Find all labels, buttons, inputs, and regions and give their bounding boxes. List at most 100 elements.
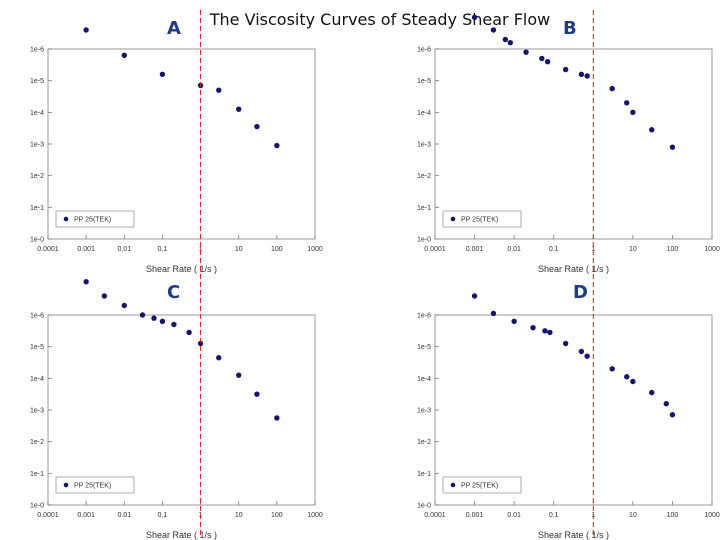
y-tick-label-b: 1e-5	[417, 78, 431, 85]
data-point-b	[584, 73, 590, 79]
data-point-c	[83, 279, 89, 285]
data-point-b	[609, 85, 615, 92]
y-tick-label-b: 1e-6	[417, 47, 431, 54]
y-tick-label-c: 1e-3	[30, 408, 44, 415]
y-tick-label-d: 1e-4	[417, 376, 431, 383]
data-point-a	[121, 52, 127, 59]
x-tick-label-a: 0.0001	[37, 246, 59, 253]
data-point-c	[159, 318, 166, 325]
x-tick-label-d: 0.01	[507, 512, 521, 519]
legend-marker-a	[63, 216, 69, 222]
data-point-c	[101, 293, 108, 299]
data-point-d	[578, 348, 585, 355]
x-tick-label-b: 0.01	[507, 246, 521, 253]
data-point-d	[562, 340, 569, 347]
x-tick-label-b: 1000	[704, 246, 720, 253]
y-tick-label-a: 1e-2	[30, 173, 44, 180]
x-tick-label-c: 0.0001	[37, 512, 59, 519]
x-axis-label-c: Shear Rate ( 1/s )	[146, 530, 217, 540]
plot-frame-b	[434, 48, 713, 240]
data-point-d	[490, 310, 497, 317]
data-point-d	[669, 412, 676, 418]
data-point-d	[530, 324, 536, 331]
legend-marker-b	[450, 216, 456, 222]
legend-d: PP 25(TEK)	[442, 476, 522, 494]
data-point-c	[186, 329, 192, 336]
panel-letter-d: D	[573, 282, 588, 303]
legend-box-d	[442, 476, 522, 494]
legend-label-b: PP 25(TEK)	[461, 217, 498, 224]
x-tick-label-d: 0.0001	[424, 512, 446, 519]
y-tick-label-d: 1e-6	[417, 313, 431, 320]
data-point-b	[471, 14, 478, 21]
data-point-b	[562, 66, 569, 73]
data-point-a	[83, 27, 89, 33]
legend-marker-c	[63, 482, 69, 488]
y-tick-label-c: 1e-5	[30, 344, 44, 351]
plot-frame-d	[434, 314, 713, 506]
data-point-b	[630, 109, 636, 116]
legend-box-c	[55, 476, 135, 494]
data-point-b	[544, 58, 551, 65]
x-tick-label-a: 0.01	[117, 246, 131, 253]
y-tick-label-b: 1e-2	[417, 173, 431, 180]
x-tick-label-a: 10	[235, 246, 243, 253]
y-tick-label-c: 1e-2	[30, 439, 44, 446]
chart-c: 1e-6 1e-5 1e-4 1e-3 1e-2 1e-1 1e-0 0.0001 0.001 0…	[30, 279, 323, 540]
data-point-c	[197, 340, 204, 347]
data-point-c	[254, 391, 260, 397]
x-tick-label-a: 1	[199, 246, 203, 253]
legend-box-b	[442, 210, 522, 228]
data-point-a	[216, 87, 222, 93]
x-axis-label-a: Shear Rate ( 1/s )	[146, 264, 217, 274]
y-tick-label-c: 1e-0	[30, 503, 44, 510]
x-tick-label-a: 0.1	[158, 246, 168, 253]
data-point-b	[539, 55, 545, 62]
data-point-c	[236, 372, 242, 378]
data-point-d	[471, 293, 478, 299]
x-tick-label-d: 0.1	[549, 512, 559, 519]
data-point-c	[139, 312, 146, 318]
y-tick-label-c: 1e-6	[30, 313, 44, 320]
x-tick-label-b: 0.001	[466, 246, 484, 253]
x-tick-label-c: 10	[235, 512, 243, 519]
data-point-a	[254, 123, 260, 130]
x-tick-label-a: 0.001	[77, 246, 95, 253]
data-point-c	[151, 315, 157, 321]
data-point-d	[584, 353, 590, 359]
y-tick-label-b: 1e-3	[417, 142, 431, 149]
data-point-b	[523, 49, 529, 55]
x-tick-label-b: 1	[591, 246, 595, 253]
y-tick-label-b: 1e-1	[417, 205, 431, 212]
x-tick-label-b: 0.1	[549, 246, 559, 253]
data-point-d	[624, 374, 630, 380]
y-tick-label-b: 1e-4	[417, 110, 431, 117]
y-tick-label-d: 1e-1	[417, 471, 431, 478]
x-tick-label-c: 0.1	[158, 512, 168, 519]
panel-letter-b: B	[563, 18, 577, 39]
x-tick-label-d: 10	[629, 512, 637, 519]
legend-b: PP 25(TEK)	[442, 210, 522, 228]
x-tick-label-b: 10	[629, 246, 637, 253]
legend-box-a	[55, 210, 135, 228]
data-point-c	[216, 355, 222, 361]
x-tick-label-c: 0.01	[117, 512, 131, 519]
legend-marker-d	[450, 482, 456, 488]
y-tick-label-a: 1e-3	[30, 142, 44, 149]
data-point-b	[490, 27, 497, 33]
x-tick-label-b: 100	[667, 246, 679, 253]
x-tick-label-c: 100	[271, 512, 283, 519]
data-point-a	[159, 71, 166, 78]
legend-a: PP 25(TEK)	[55, 210, 135, 228]
data-point-d	[547, 329, 553, 336]
data-point-d	[609, 366, 615, 372]
y-tick-label-a: 1e-5	[30, 78, 44, 85]
data-point-d	[542, 328, 548, 334]
x-tick-label-d: 100	[667, 512, 679, 519]
figure-title: The Viscosity Curves of Steady Shear Flo…	[209, 10, 551, 29]
plot-frame-c	[47, 314, 316, 506]
x-tick-label-d: 1000	[704, 512, 720, 519]
y-tick-label-a: 1e-1	[30, 205, 44, 212]
y-tick-label-d: 1e-5	[417, 344, 431, 351]
